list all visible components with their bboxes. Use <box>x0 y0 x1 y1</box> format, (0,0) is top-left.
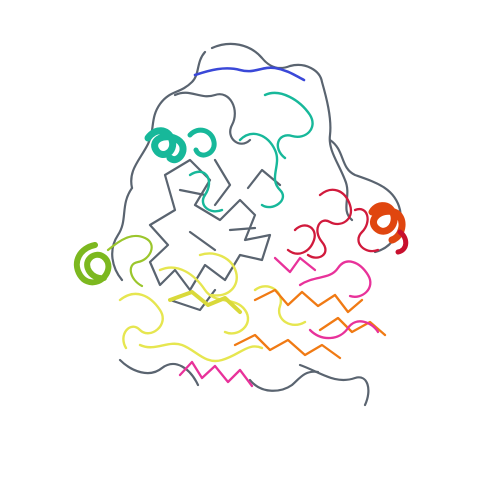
pink-loop-1 <box>178 360 254 388</box>
orange-region <box>233 288 387 360</box>
orange-zigzag <box>253 288 364 314</box>
coil-center-mesh <box>148 158 272 292</box>
coil-center-lines <box>168 158 282 312</box>
yellow-thick-path <box>168 290 242 314</box>
yellow-loop-3 <box>138 342 264 363</box>
teal-loop-3 <box>188 170 224 213</box>
teal-loop-1 <box>263 91 314 160</box>
yellow-loop-5 <box>253 285 307 327</box>
orange-red-helix <box>368 202 406 244</box>
coil-left-wall <box>111 186 134 282</box>
green-coil-path <box>106 234 153 288</box>
teal-helix <box>144 127 217 164</box>
red-loop-3 <box>286 224 316 255</box>
teal-region <box>188 91 314 213</box>
teal-helix-ribbon <box>144 127 187 164</box>
blue-strand <box>193 66 306 82</box>
orange-lower <box>233 333 342 360</box>
coil-segments <box>111 42 402 407</box>
blue-strand-path <box>193 66 306 82</box>
red-loop-2 <box>353 207 380 253</box>
yellow-thick <box>168 290 242 314</box>
orange-red-helix-ribbon <box>368 202 406 244</box>
coil-right-loop <box>328 138 402 254</box>
coil-upper-middle <box>173 91 252 145</box>
red-region <box>286 188 380 259</box>
green-helix-ribbon <box>73 242 112 286</box>
yellow-loop-4 <box>198 252 238 297</box>
teal-loop-2 <box>238 132 285 209</box>
coil-left-upper <box>130 50 207 190</box>
green-coil <box>106 234 153 288</box>
coil-bottom-left <box>118 358 200 387</box>
teal-helix-ribbon-2 <box>187 127 217 158</box>
red-loop-1 <box>306 188 353 259</box>
orange-right <box>318 316 387 337</box>
red-helix-accent <box>395 229 409 255</box>
coil-lower-tail <box>248 370 320 392</box>
red-helix-accent-path <box>395 229 409 255</box>
pink-loop-2 <box>298 260 372 298</box>
pink-loop-3 <box>308 320 380 340</box>
yellow-loop-1 <box>118 292 164 350</box>
green-helix <box>73 242 112 286</box>
pink-region <box>178 256 380 388</box>
pink-loop-4 <box>273 256 317 274</box>
yellow-region <box>118 252 307 363</box>
coil-top-loop <box>210 42 354 222</box>
